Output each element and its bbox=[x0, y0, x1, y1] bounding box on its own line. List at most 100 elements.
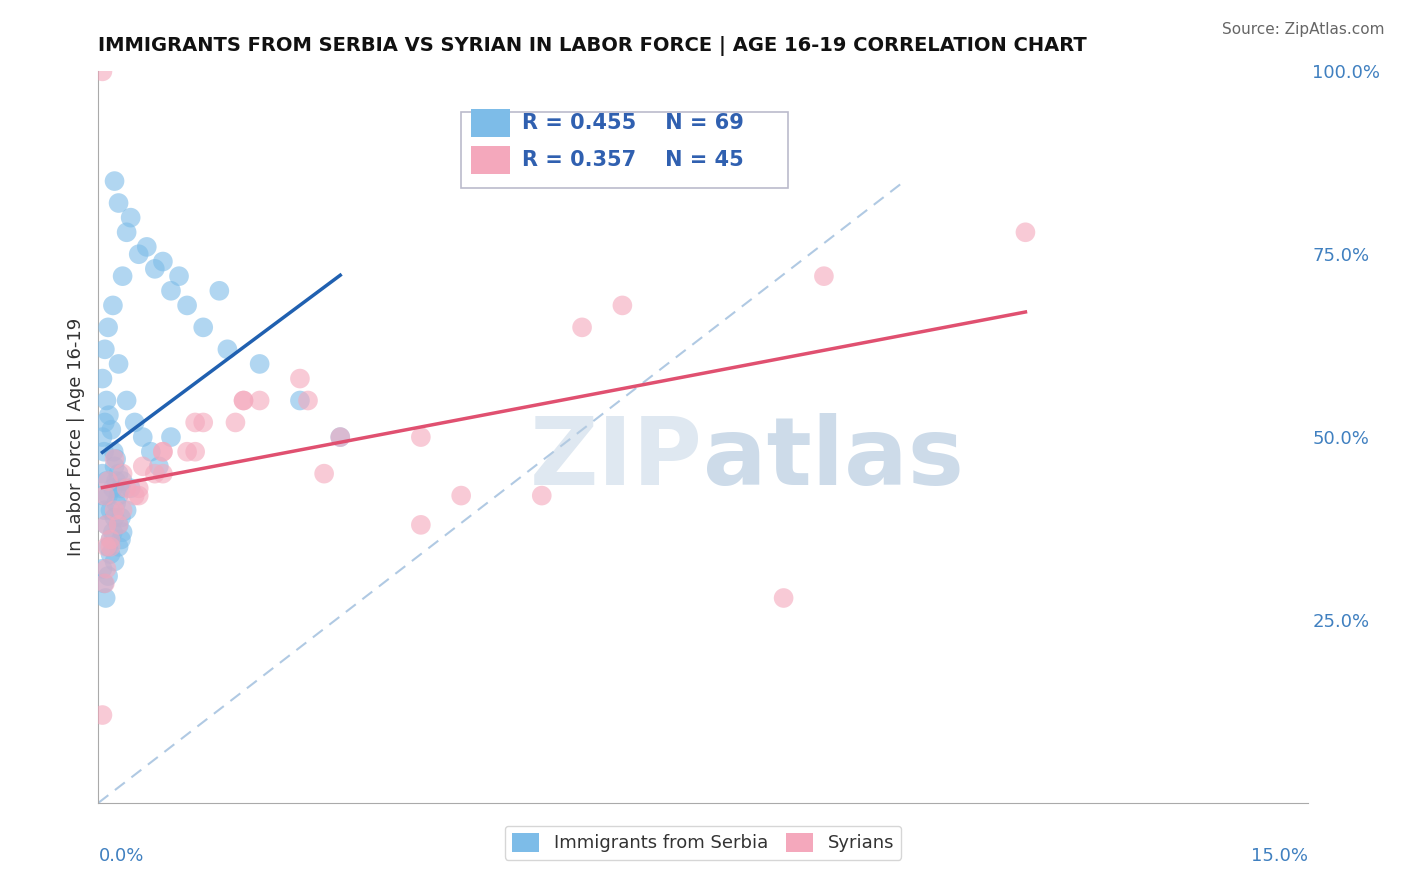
Point bbox=[152, 444, 174, 458]
Point bbox=[128, 489, 150, 503]
Point bbox=[100, 533, 122, 547]
Point bbox=[107, 196, 129, 211]
Point bbox=[297, 393, 319, 408]
Point bbox=[132, 459, 155, 474]
Point bbox=[107, 540, 129, 554]
Point bbox=[91, 562, 114, 576]
Point bbox=[184, 416, 207, 430]
Point bbox=[132, 430, 155, 444]
Point bbox=[94, 489, 117, 503]
Point bbox=[232, 393, 254, 408]
FancyBboxPatch shape bbox=[461, 112, 787, 188]
Point bbox=[115, 503, 138, 517]
Point bbox=[152, 467, 174, 481]
Point bbox=[249, 357, 271, 371]
Point bbox=[103, 459, 125, 474]
Point bbox=[94, 503, 117, 517]
Point bbox=[115, 481, 138, 495]
Point bbox=[91, 708, 114, 723]
Point bbox=[105, 496, 128, 510]
Point bbox=[101, 298, 124, 312]
Point bbox=[124, 489, 146, 503]
Point bbox=[329, 430, 352, 444]
Point bbox=[105, 474, 128, 488]
Point bbox=[100, 547, 122, 561]
Point bbox=[101, 481, 124, 495]
Point bbox=[110, 533, 132, 547]
Point bbox=[111, 474, 134, 488]
Point bbox=[97, 408, 120, 422]
Point bbox=[91, 430, 114, 444]
Point bbox=[139, 444, 162, 458]
Point bbox=[100, 533, 122, 547]
Point bbox=[96, 393, 118, 408]
Text: R = 0.455    N = 69: R = 0.455 N = 69 bbox=[522, 113, 744, 133]
Point bbox=[91, 371, 114, 385]
Point bbox=[93, 444, 115, 458]
Point bbox=[224, 416, 246, 430]
Y-axis label: In Labor Force | Age 16-19: In Labor Force | Age 16-19 bbox=[66, 318, 84, 557]
Point bbox=[107, 467, 129, 481]
Point bbox=[571, 320, 593, 334]
Point bbox=[124, 416, 146, 430]
Point bbox=[530, 489, 553, 503]
Text: atlas: atlas bbox=[703, 413, 965, 505]
Point bbox=[193, 416, 215, 430]
Point bbox=[217, 343, 239, 357]
Point bbox=[100, 423, 122, 437]
Point bbox=[107, 357, 129, 371]
Point bbox=[176, 298, 198, 312]
Point bbox=[101, 525, 124, 540]
Point bbox=[314, 467, 336, 481]
Point bbox=[208, 284, 231, 298]
Point bbox=[152, 444, 174, 458]
Point bbox=[94, 416, 117, 430]
Point bbox=[96, 474, 118, 488]
Point bbox=[94, 591, 117, 605]
Point bbox=[1014, 225, 1036, 239]
Point bbox=[94, 576, 117, 591]
Point bbox=[143, 261, 166, 276]
Point bbox=[128, 247, 150, 261]
Text: 15.0%: 15.0% bbox=[1250, 847, 1308, 864]
Point bbox=[91, 64, 114, 78]
Point bbox=[97, 320, 120, 334]
Bar bbox=[471, 146, 509, 174]
Point bbox=[152, 254, 174, 268]
Point bbox=[115, 393, 138, 408]
Point bbox=[100, 540, 122, 554]
Point bbox=[409, 517, 432, 532]
Point bbox=[93, 576, 115, 591]
Point bbox=[193, 320, 215, 334]
Point bbox=[103, 452, 125, 467]
Point bbox=[110, 510, 132, 524]
Legend: Immigrants from Serbia, Syrians: Immigrants from Serbia, Syrians bbox=[505, 826, 901, 860]
Point bbox=[107, 517, 129, 532]
Point bbox=[94, 343, 117, 357]
Text: IMMIGRANTS FROM SERBIA VS SYRIAN IN LABOR FORCE | AGE 16-19 CORRELATION CHART: IMMIGRANTS FROM SERBIA VS SYRIAN IN LABO… bbox=[98, 36, 1087, 55]
Point bbox=[97, 569, 120, 583]
Point bbox=[288, 393, 311, 408]
Point bbox=[97, 540, 120, 554]
Point bbox=[135, 240, 157, 254]
Point bbox=[612, 298, 634, 312]
Text: 0.0%: 0.0% bbox=[98, 847, 143, 864]
Text: ZIP: ZIP bbox=[530, 413, 703, 505]
Point bbox=[120, 481, 142, 495]
Point bbox=[160, 284, 183, 298]
Point bbox=[103, 510, 125, 524]
Point bbox=[107, 489, 129, 503]
Point bbox=[97, 474, 120, 488]
Point bbox=[96, 517, 118, 532]
Point bbox=[100, 503, 122, 517]
Point bbox=[91, 489, 114, 503]
Point bbox=[96, 540, 118, 554]
Point bbox=[249, 393, 271, 408]
Point bbox=[329, 430, 352, 444]
Point bbox=[143, 467, 166, 481]
Point bbox=[450, 489, 472, 503]
Point bbox=[107, 517, 129, 532]
Text: R = 0.357    N = 45: R = 0.357 N = 45 bbox=[522, 150, 744, 169]
Point bbox=[772, 591, 794, 605]
Point bbox=[111, 525, 134, 540]
